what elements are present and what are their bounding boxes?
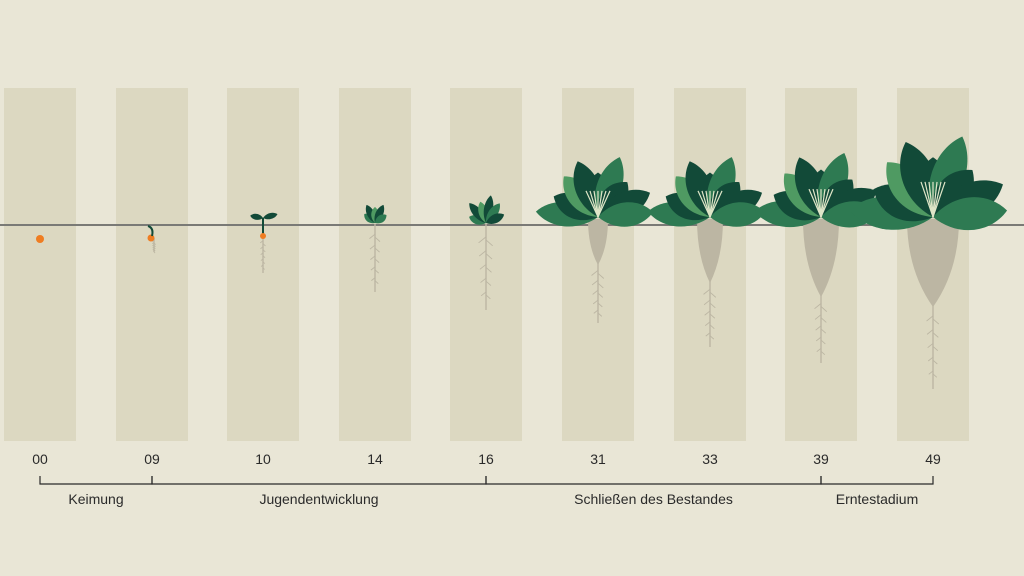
phase-label-2: Jugendentwicklung [259, 491, 379, 507]
stage-code-00: 00 [32, 451, 48, 467]
plant-stage-00 [36, 235, 44, 243]
phase-label-4: Erntestadium [835, 491, 919, 507]
phase-bracket-2 [151, 476, 487, 485]
stage-code-33: 33 [702, 451, 718, 467]
stage-code-09: 09 [144, 451, 160, 467]
plant-stage-14 [364, 204, 387, 292]
stage-code-39: 39 [813, 451, 829, 467]
stage-code-10: 10 [255, 451, 271, 467]
phase-bracket-1 [39, 476, 153, 485]
plant-stage-33 [647, 157, 766, 347]
plant-stage-16 [469, 195, 505, 310]
phase-bracket-4 [820, 476, 934, 485]
plant-illustrations [36, 136, 1008, 389]
stage-code-31: 31 [590, 451, 606, 467]
plant-stage-31 [535, 157, 654, 323]
phase-bracket-3 [485, 476, 822, 485]
plant-stage-09 [147, 225, 156, 254]
stage-code-14: 14 [367, 451, 383, 467]
phase-label-3: Schließen des Bestandes [574, 491, 733, 507]
plant-stage-49 [849, 136, 1008, 389]
stage-code-16: 16 [478, 451, 494, 467]
phase-brackets [39, 476, 934, 485]
phase-label-1: Keimung [68, 491, 124, 507]
plant-stage-10 [250, 212, 278, 273]
stage-code-49: 49 [925, 451, 941, 467]
stage-column-09 [116, 88, 188, 441]
plant-stage-39 [754, 152, 880, 363]
stage-column-00 [4, 88, 76, 441]
